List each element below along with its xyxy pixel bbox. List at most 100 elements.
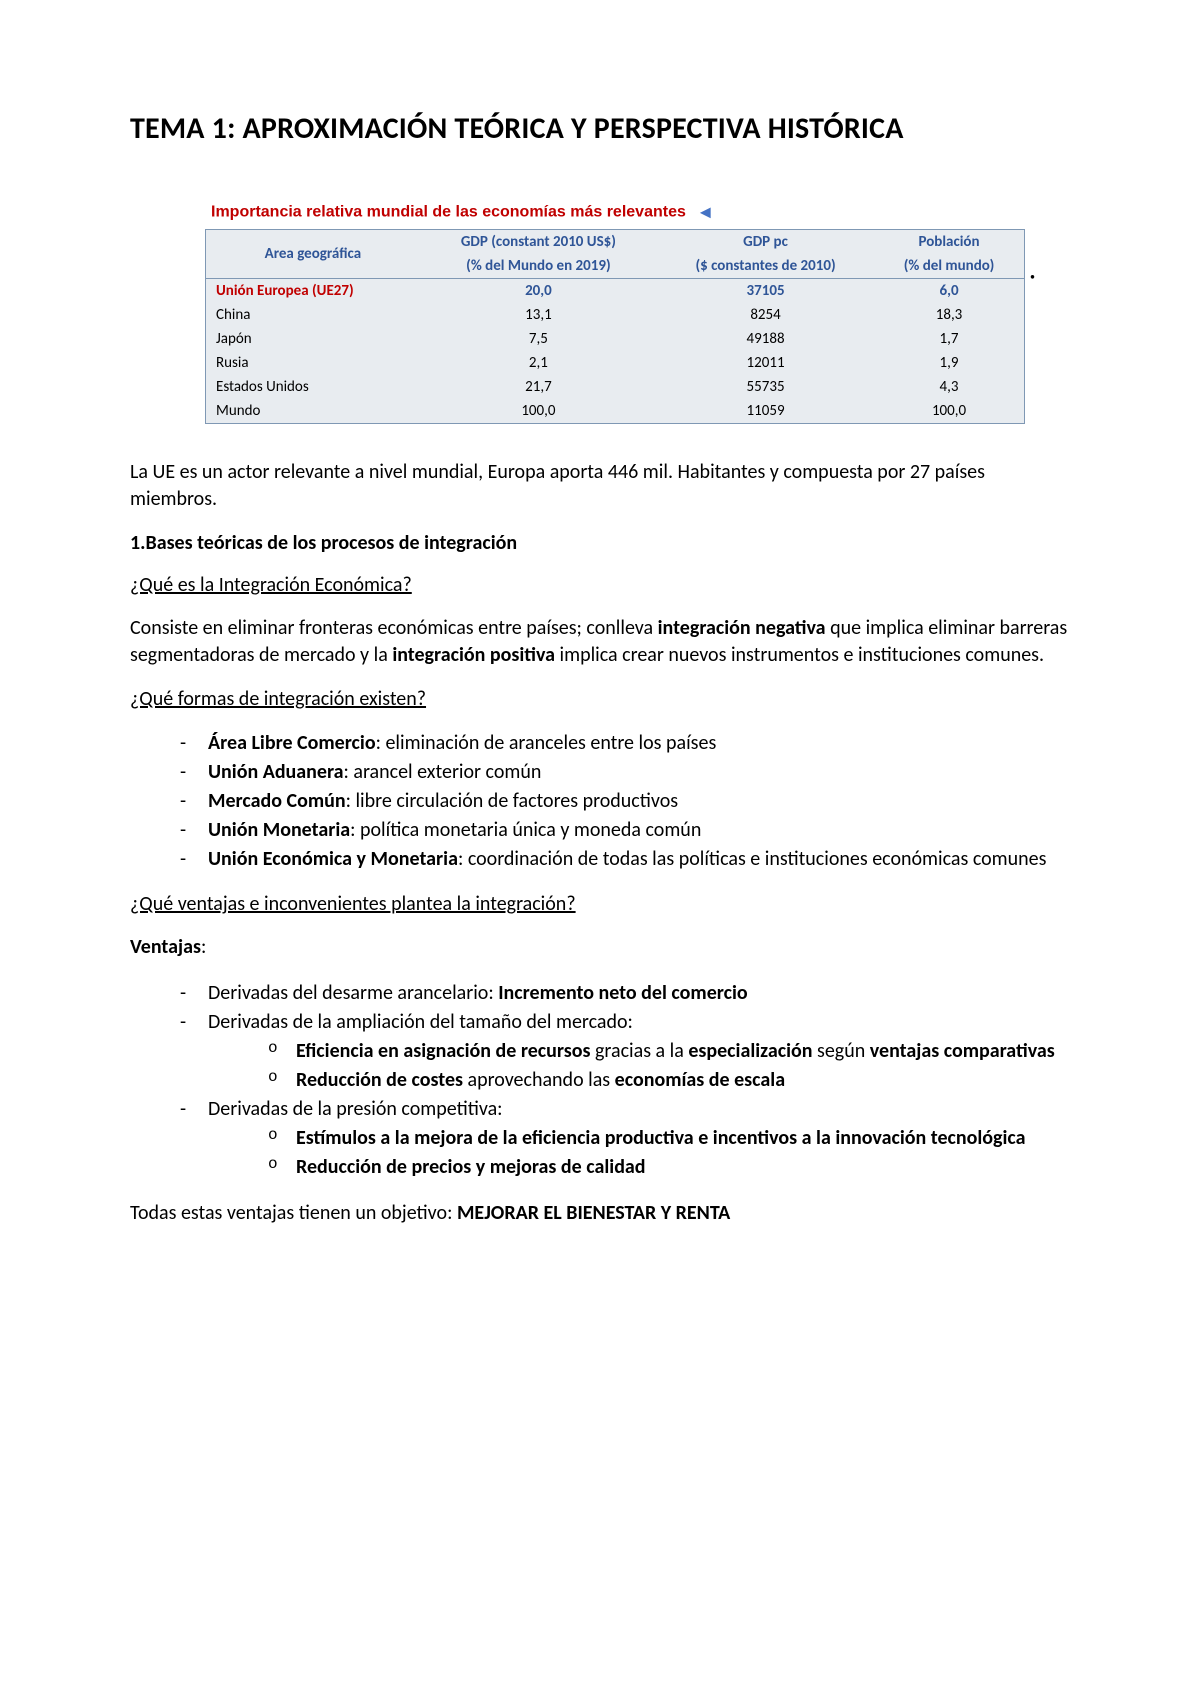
closing-pre: Todas estas ventajas tienen un objetivo: — [130, 1201, 457, 1225]
document-page: TEMA 1: APROXIMACIÓN TEÓRICA Y PERSPECTI… — [0, 0, 1200, 1697]
table-row: Rusia 2,1 12011 1,9 — [206, 351, 1025, 375]
list-item: Reducción de precios y mejoras de calida… — [268, 1153, 1070, 1182]
col-gdp-sub: (% del Mundo en 2019) — [420, 254, 657, 279]
question-3: ¿Qué ventajas e inconvenientes plantea l… — [130, 892, 1070, 916]
v2a-b2: especialización — [688, 1039, 812, 1063]
cell-gdp-pc: 37105 — [657, 279, 874, 304]
cell-gdp: 20,0 — [420, 279, 657, 304]
ventajas-list: Derivadas del desarme arancelario: Incre… — [130, 979, 1070, 1182]
v3a-text: Estímulos a la mejora de la eficiencia p… — [296, 1126, 1026, 1150]
form-desc: : libre circulación de factores producti… — [346, 789, 679, 813]
v2a-b1: Eficiencia en asignación de recursos — [296, 1039, 590, 1063]
cell-pop: 4,3 — [874, 375, 1024, 399]
form-name: Unión Monetaria — [208, 818, 350, 842]
q1-bold-2: integración positiva — [392, 643, 555, 667]
table-row: China 13,1 8254 18,3 — [206, 303, 1025, 327]
v2a-mid2: según — [813, 1039, 870, 1063]
form-name: Unión Económica y Monetaria — [208, 847, 458, 871]
cell-gdp-pc: 8254 — [657, 303, 874, 327]
form-name: Unión Aduanera — [208, 760, 344, 784]
form-desc: : política monetaria única y moneda comú… — [350, 818, 701, 842]
form-desc: : eliminación de aranceles entre los paí… — [376, 731, 717, 755]
v2b-mid: aprovechando las — [463, 1068, 615, 1092]
v1-pre: Derivadas del desarme arancelario: — [208, 981, 498, 1005]
q1-pre: Consiste en eliminar fronteras económica… — [130, 616, 658, 640]
cell-pop: 1,9 — [874, 351, 1024, 375]
list-item: Eficiencia en asignación de recursos gra… — [268, 1037, 1070, 1066]
col-gdp-pc: GDP pc — [657, 230, 874, 255]
table-row: Mundo 100,0 11059 100,0 — [206, 399, 1025, 424]
v2b-b1: Reducción de costes — [296, 1068, 463, 1092]
economy-table-wrap: Importancia relativa mundial de las econ… — [205, 202, 1025, 424]
economy-table: Area geográfica GDP (constant 2010 US$) … — [205, 229, 1025, 424]
v2a-mid: gracias a la — [590, 1039, 688, 1063]
v2b-b2: economías de escala — [615, 1068, 785, 1092]
q1-answer: Consiste en eliminar fronteras económica… — [130, 615, 1070, 669]
table-caption: Importancia relativa mundial de las econ… — [205, 202, 1025, 223]
list-item: Derivadas del desarme arancelario: Incre… — [180, 979, 1070, 1008]
cell-pop: 6,0 — [874, 279, 1024, 304]
caption-arrow-icon: ◄ — [696, 202, 714, 222]
col-gdp-pc-sub: ($ constantes de 2010) — [657, 254, 874, 279]
list-item: Unión Monetaria: política monetaria únic… — [180, 816, 1070, 845]
cell-area: Japón — [206, 327, 420, 351]
cell-area: Unión Europea (UE27) — [206, 279, 420, 304]
v1-bold: Incremento neto del comercio — [498, 981, 747, 1005]
v2-text: Derivadas de la ampliación del tamaño de… — [208, 1010, 633, 1034]
col-area: Area geográfica — [206, 230, 420, 279]
q1-bold-1: integración negativa — [658, 616, 826, 640]
cell-pop: 1,7 — [874, 327, 1024, 351]
cell-gdp-pc: 49188 — [657, 327, 874, 351]
cell-gdp-pc: 11059 — [657, 399, 874, 424]
table-row: Japón 7,5 49188 1,7 — [206, 327, 1025, 351]
closing-bold: MEJORAR EL BIENESTAR Y RENTA — [457, 1201, 730, 1225]
list-item: Unión Aduanera: arancel exterior común — [180, 758, 1070, 787]
question-2: ¿Qué formas de integración existen? — [130, 687, 1070, 711]
form-desc: : coordinación de todas las políticas e … — [458, 847, 1046, 871]
cell-gdp-pc: 55735 — [657, 375, 874, 399]
list-item: Estímulos a la mejora de la eficiencia p… — [268, 1124, 1070, 1153]
list-item: Derivadas de la presión competitiva: Est… — [180, 1095, 1070, 1182]
list-item: Mercado Común: libre circulación de fact… — [180, 787, 1070, 816]
cell-gdp: 100,0 — [420, 399, 657, 424]
cell-gdp: 2,1 — [420, 351, 657, 375]
v2a-b3: ventajas comparativas — [870, 1039, 1055, 1063]
cell-area: Mundo — [206, 399, 420, 424]
form-name: Mercado Común — [208, 789, 346, 813]
list-item: Unión Económica y Monetaria: coordinació… — [180, 845, 1070, 874]
table-caption-text: Importancia relativa mundial de las econ… — [211, 204, 686, 221]
table-row: Unión Europea (UE27) 20,0 37105 6,0 — [206, 279, 1025, 304]
table-row: Estados Unidos 21,7 55735 4,3 — [206, 375, 1025, 399]
col-pop: Población — [874, 230, 1024, 255]
col-gdp: GDP (constant 2010 US$) — [420, 230, 657, 255]
form-name: Área Libre Comercio — [208, 731, 376, 755]
list-item: Derivadas de la ampliación del tamaño de… — [180, 1008, 1070, 1095]
cell-gdp-pc: 12011 — [657, 351, 874, 375]
v3b-text: Reducción de precios y mejoras de calida… — [296, 1155, 646, 1179]
intro-paragraph: La UE es un actor relevante a nivel mund… — [130, 459, 1070, 513]
col-pop-sub: (% del mundo) — [874, 254, 1024, 279]
ventajas-heading: Ventajas: — [130, 934, 1070, 961]
list-item: Reducción de costes aprovechando las eco… — [268, 1066, 1070, 1095]
form-desc: : arancel exterior común — [344, 760, 542, 784]
question-1: ¿Qué es la Integración Económica? — [130, 573, 1070, 597]
cell-area: Estados Unidos — [206, 375, 420, 399]
cell-pop: 100,0 — [874, 399, 1024, 424]
v2-sublist: Eficiencia en asignación de recursos gra… — [208, 1037, 1070, 1095]
table-header-row-1: Area geográfica GDP (constant 2010 US$) … — [206, 230, 1025, 255]
closing-paragraph: Todas estas ventajas tienen un objetivo:… — [130, 1200, 1070, 1227]
integration-forms-list: Área Libre Comercio: eliminación de aran… — [130, 729, 1070, 874]
section-1-heading: 1.Bases teóricas de los procesos de inte… — [130, 531, 1070, 555]
cell-area: Rusia — [206, 351, 420, 375]
ventajas-label: Ventajas — [130, 935, 201, 959]
q1-end: implica crear nuevos instrumentos e inst… — [555, 643, 1044, 667]
v3-sublist: Estímulos a la mejora de la eficiencia p… — [208, 1124, 1070, 1182]
cell-gdp: 13,1 — [420, 303, 657, 327]
page-title: TEMA 1: APROXIMACIÓN TEÓRICA Y PERSPECTI… — [130, 110, 1070, 147]
cell-area: China — [206, 303, 420, 327]
cell-pop: 18,3 — [874, 303, 1024, 327]
cell-gdp: 21,7 — [420, 375, 657, 399]
list-item: Área Libre Comercio: eliminación de aran… — [180, 729, 1070, 758]
v3-text: Derivadas de la presión competitiva: — [208, 1097, 503, 1121]
cell-gdp: 7,5 — [420, 327, 657, 351]
